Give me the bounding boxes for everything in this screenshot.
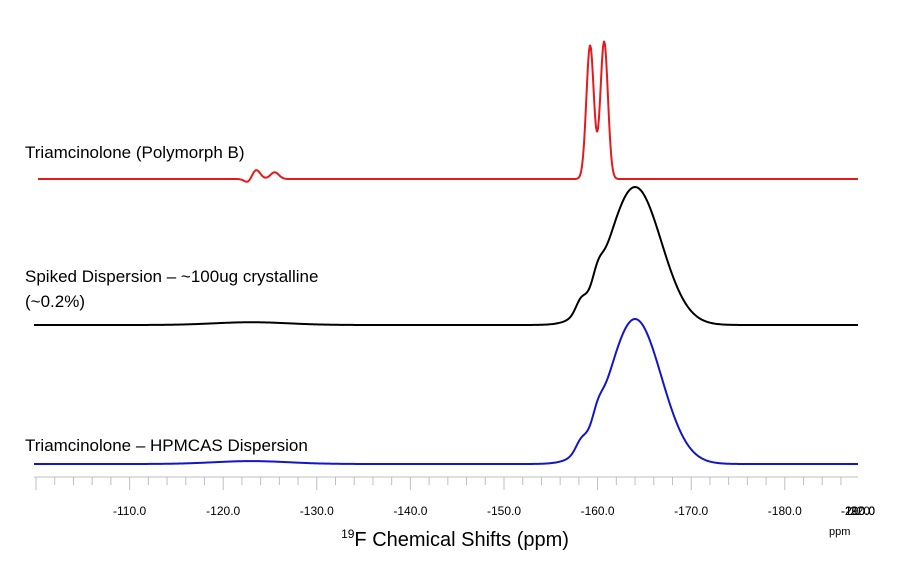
spectra-group xyxy=(34,40,858,465)
x-tick-label: -210.0 xyxy=(841,504,875,518)
x-tick-label: -200.0 xyxy=(841,504,875,518)
series-label-triamcinolone-hpmcas-dispersion: Triamcinolone – HPMCAS Dispersion xyxy=(25,436,308,455)
spectrum-line-triamcinolone-polymorph-b xyxy=(38,40,858,183)
series-label-spiked-dispersion-100ug-crystalline-0-2-line2: (~0.2%) xyxy=(25,292,85,311)
x-tick-label: -220 xyxy=(846,504,870,518)
x-axis-unit-label: ppm xyxy=(829,526,850,538)
series-labels: Triamcinolone (Polymorph B) Spiked Disper… xyxy=(25,143,318,455)
x-axis-title-superscript: 19 xyxy=(341,527,355,541)
x-tick-label: -180.0 xyxy=(768,504,802,518)
spectrum-line-spiked-dispersion-100ug-crystalline-0-2 xyxy=(34,185,858,326)
x-axis-title-text: F Chemical Shifts (ppm) xyxy=(354,529,569,551)
spectrum-line-triamcinolone-hpmcas-dispersion xyxy=(34,317,858,465)
x-tick-label: -130.0 xyxy=(300,504,334,518)
x-axis-ticks xyxy=(35,477,842,490)
x-tick-label: -190.0 xyxy=(841,504,875,518)
x-axis-tick-labels: -110.0 -120.0 -130.0 -140.0 -150.0 -160.0 -170… xyxy=(113,504,875,518)
x-tick-label: -170.0 xyxy=(674,504,708,518)
x-tick-label: -140.0 xyxy=(393,504,427,518)
x-axis-title: 19F Chemical Shifts (ppm) xyxy=(341,527,569,551)
x-axis: -110.0 -120.0 -130.0 -140.0 -150.0 -160.0 -170… xyxy=(34,476,875,551)
x-tick-label: -110.0 xyxy=(113,504,146,518)
series-label-spiked-dispersion-100ug-crystalline-0-2: Spiked Dispersion – ~100ug crystalline xyxy=(25,267,318,286)
series-label-triamcinolone-polymorph-b: Triamcinolone (Polymorph B) xyxy=(25,143,245,162)
x-tick-label: -160.0 xyxy=(581,504,615,518)
x-tick-label: -150.0 xyxy=(487,504,521,518)
x-tick-label: -120.0 xyxy=(206,504,240,518)
